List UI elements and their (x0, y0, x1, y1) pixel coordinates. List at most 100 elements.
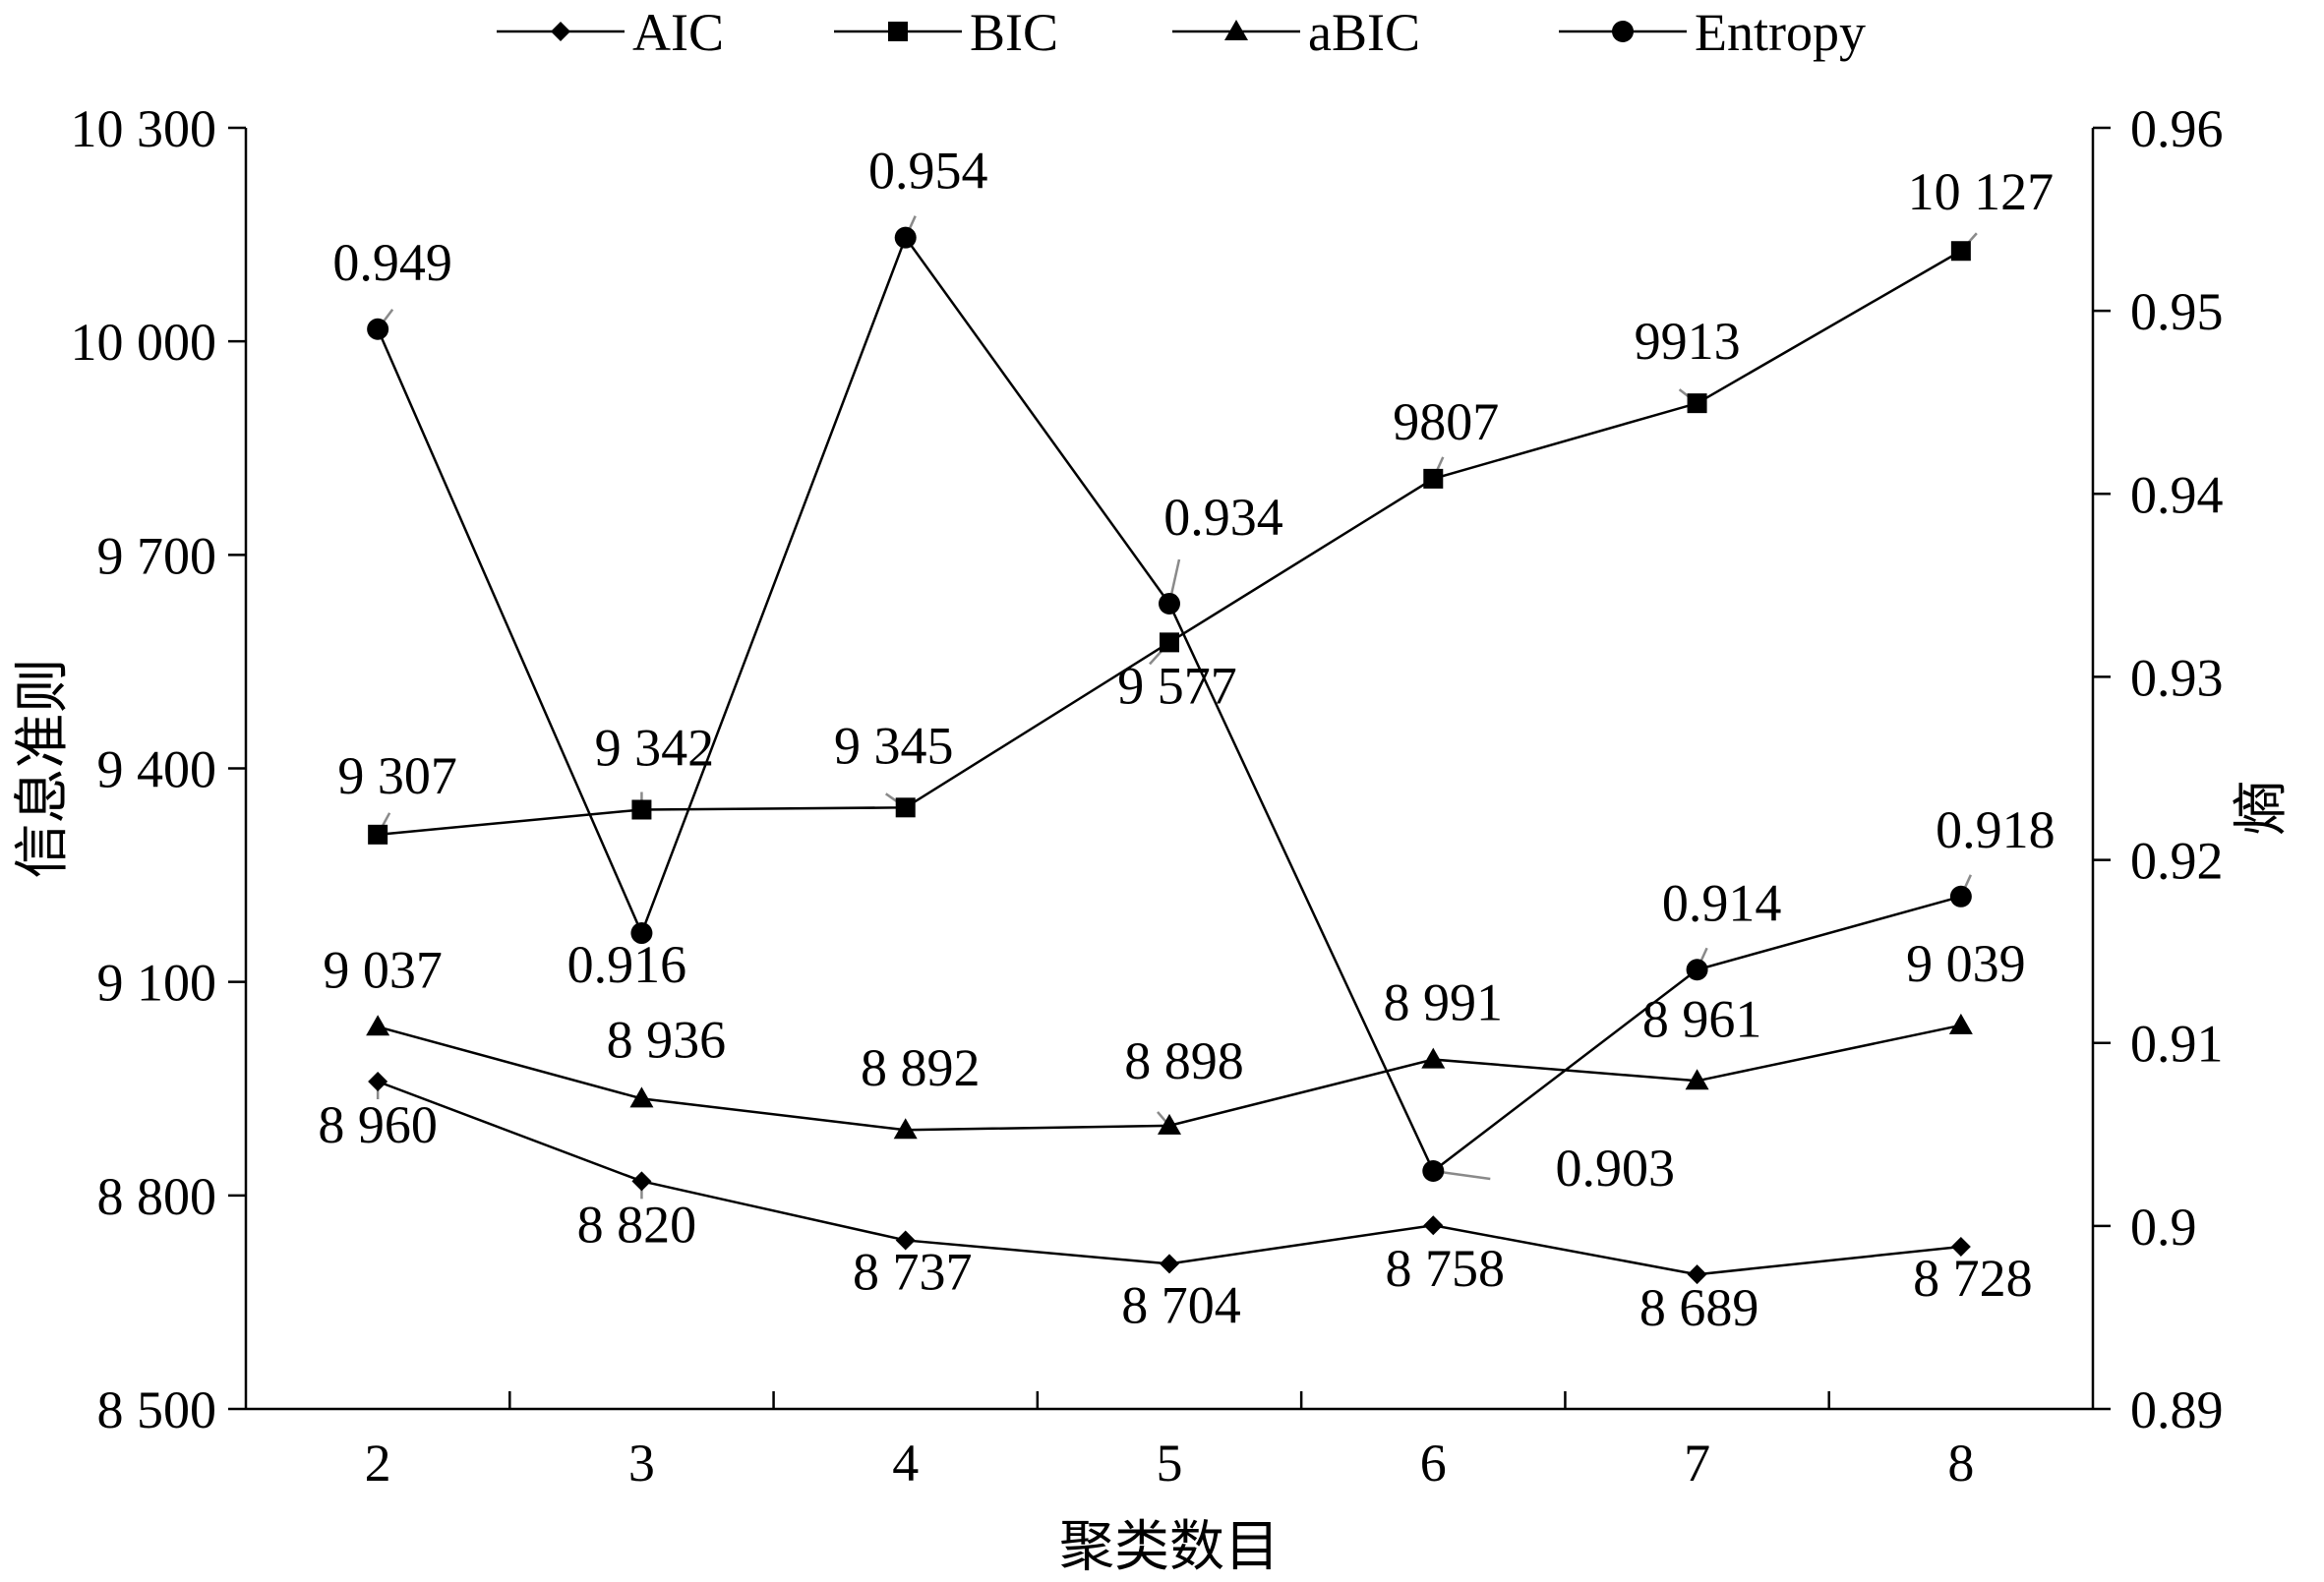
data-label-entropy: 0.916 (567, 935, 687, 994)
data-point-entropy (367, 318, 389, 340)
data-label-aic: 8 728 (1913, 1249, 2033, 1308)
data-point-aic (631, 1171, 652, 1192)
data-point-entropy (1949, 885, 1972, 908)
legend-label: Entropy (1695, 3, 1866, 62)
data-point-aic (1687, 1264, 1707, 1285)
data-label-entropy: 0.914 (1662, 873, 1782, 932)
data-label-bic: 10 127 (1908, 162, 2055, 221)
data-point-aic (368, 1072, 388, 1092)
legend-marker-aic (551, 22, 570, 41)
series-abic: 9 037 8 936 8 892 8 898 8 991 8 961 9 039 (323, 934, 2026, 1140)
legend-marker-entropy (1612, 21, 1634, 42)
data-label-entropy: 0.949 (332, 233, 452, 292)
data-label-bic: 9 345 (834, 716, 954, 775)
legend-item-abic: aBIC (1172, 3, 1420, 62)
data-point-abic (366, 1015, 390, 1036)
data-point-bic (1423, 468, 1444, 489)
y-right-tick-label: 0.94 (2130, 465, 2224, 524)
data-label-aic: 8 737 (853, 1242, 973, 1301)
data-label-abic: 8 991 (1384, 973, 1504, 1032)
y-left-tick-label: 10 000 (71, 313, 217, 372)
y-left-tick-label: 9 100 (97, 954, 217, 1013)
data-point-abic (629, 1086, 654, 1108)
data-point-entropy (1686, 959, 1708, 981)
data-label-abic: 8 892 (861, 1038, 981, 1097)
y-left-tick-label: 8 800 (97, 1167, 217, 1226)
x-axis-title: 聚类数目 (1059, 1517, 1280, 1578)
x-tick-label: 5 (1157, 1434, 1183, 1493)
x-tick-label: 2 (365, 1434, 391, 1493)
data-point-entropy (1422, 1160, 1445, 1183)
data-point-bic (895, 797, 916, 818)
data-point-abic (1685, 1069, 1709, 1090)
legend-item-bic: BIC (834, 3, 1058, 62)
data-point-entropy (1159, 592, 1180, 615)
y-right-tick-label: 0.89 (2130, 1380, 2224, 1439)
data-point-bic (1687, 393, 1707, 414)
y-left-tick-label: 9 400 (97, 740, 217, 799)
data-point-abic (1421, 1047, 1446, 1069)
y-left-axis-title: 信息准则 (13, 659, 74, 879)
data-label-bic: 9807 (1393, 392, 1499, 451)
data-label-aic: 8 758 (1386, 1239, 1506, 1298)
data-point-abic (1948, 1013, 1973, 1034)
y-right-tick-label: 0.95 (2130, 282, 2224, 341)
data-label-entropy: 0.918 (1936, 800, 2056, 859)
data-label-aic: 8 820 (577, 1195, 697, 1254)
x-tick-label: 8 (1947, 1434, 1974, 1493)
x-tick-label: 7 (1684, 1434, 1710, 1493)
y-right-tick-label: 0.9 (2130, 1198, 2197, 1257)
series-layer: 8 960 8 820 8 737 8 704 8 758 8 689 8 728 9 307… (318, 142, 2055, 1337)
y-left-tick-label: 9 700 (97, 526, 217, 585)
data-point-bic (1950, 241, 1971, 262)
data-point-entropy (630, 922, 653, 945)
data-label-entropy: 0.934 (1163, 488, 1283, 547)
series-entropy: 0.949 0.916 0.954 0.934 0.903 0.914 0.918 (332, 142, 2055, 1198)
x-tick-label: 6 (1420, 1434, 1447, 1493)
legend: AIC BIC aBIC Entropy (497, 3, 1866, 62)
data-label-abic: 8 898 (1124, 1031, 1244, 1090)
legend-item-aic: AIC (497, 3, 724, 62)
series-aic: 8 960 8 820 8 737 8 704 8 758 8 689 8 728 (318, 1072, 2033, 1337)
axes: 8 500 8 800 9 100 9 400 9 700 10 000 10 300 0.8… (71, 99, 2224, 1493)
legend-marker-bic (888, 22, 908, 41)
data-point-abic (1158, 1113, 1181, 1135)
data-point-bic (1160, 632, 1179, 653)
data-point-abic (893, 1118, 918, 1140)
legend-label: aBIC (1308, 3, 1420, 62)
data-point-aic (895, 1230, 916, 1251)
data-label-entropy: 0.903 (1556, 1139, 1676, 1198)
series-bic: 9 307 9 342 9 345 9 577 9807 9913 10 127 (337, 162, 2054, 845)
data-point-entropy (894, 226, 917, 249)
data-point-aic (1423, 1215, 1444, 1236)
legend-label: BIC (970, 3, 1058, 62)
data-label-bic: 9 307 (337, 746, 457, 805)
y-right-tick-label: 0.93 (2130, 648, 2224, 707)
legend-item-entropy: Entropy (1559, 3, 1866, 62)
y-right-tick-label: 0.92 (2130, 832, 2224, 891)
legend-marker-abic (1224, 20, 1248, 40)
data-point-bic (631, 799, 652, 820)
y-right-tick-label: 0.96 (2130, 99, 2224, 158)
data-label-aic: 8 704 (1121, 1275, 1241, 1334)
y-right-tick-label: 0.91 (2130, 1015, 2224, 1074)
data-point-aic (1950, 1236, 1971, 1257)
data-label-bic: 9 577 (1117, 656, 1237, 715)
data-label-aic: 8 689 (1639, 1278, 1759, 1337)
data-point-aic (1160, 1254, 1179, 1274)
data-label-abic: 9 039 (1906, 934, 2026, 993)
data-label-bic: 9 342 (595, 718, 715, 777)
data-label-bic: 9913 (1635, 312, 1741, 371)
data-label-entropy: 0.954 (868, 142, 988, 201)
legend-label: AIC (632, 3, 724, 62)
data-label-aic: 8 960 (318, 1095, 438, 1154)
y-left-tick-label: 10 300 (71, 99, 217, 158)
y-right-axis-title: 熵 (2232, 781, 2293, 836)
x-tick-label: 4 (892, 1434, 919, 1493)
data-point-bic (368, 824, 388, 845)
data-label-abic: 8 936 (607, 1010, 727, 1069)
data-label-abic: 8 961 (1642, 989, 1762, 1048)
y-left-tick-label: 8 500 (97, 1380, 217, 1439)
x-tick-label: 3 (628, 1434, 655, 1493)
